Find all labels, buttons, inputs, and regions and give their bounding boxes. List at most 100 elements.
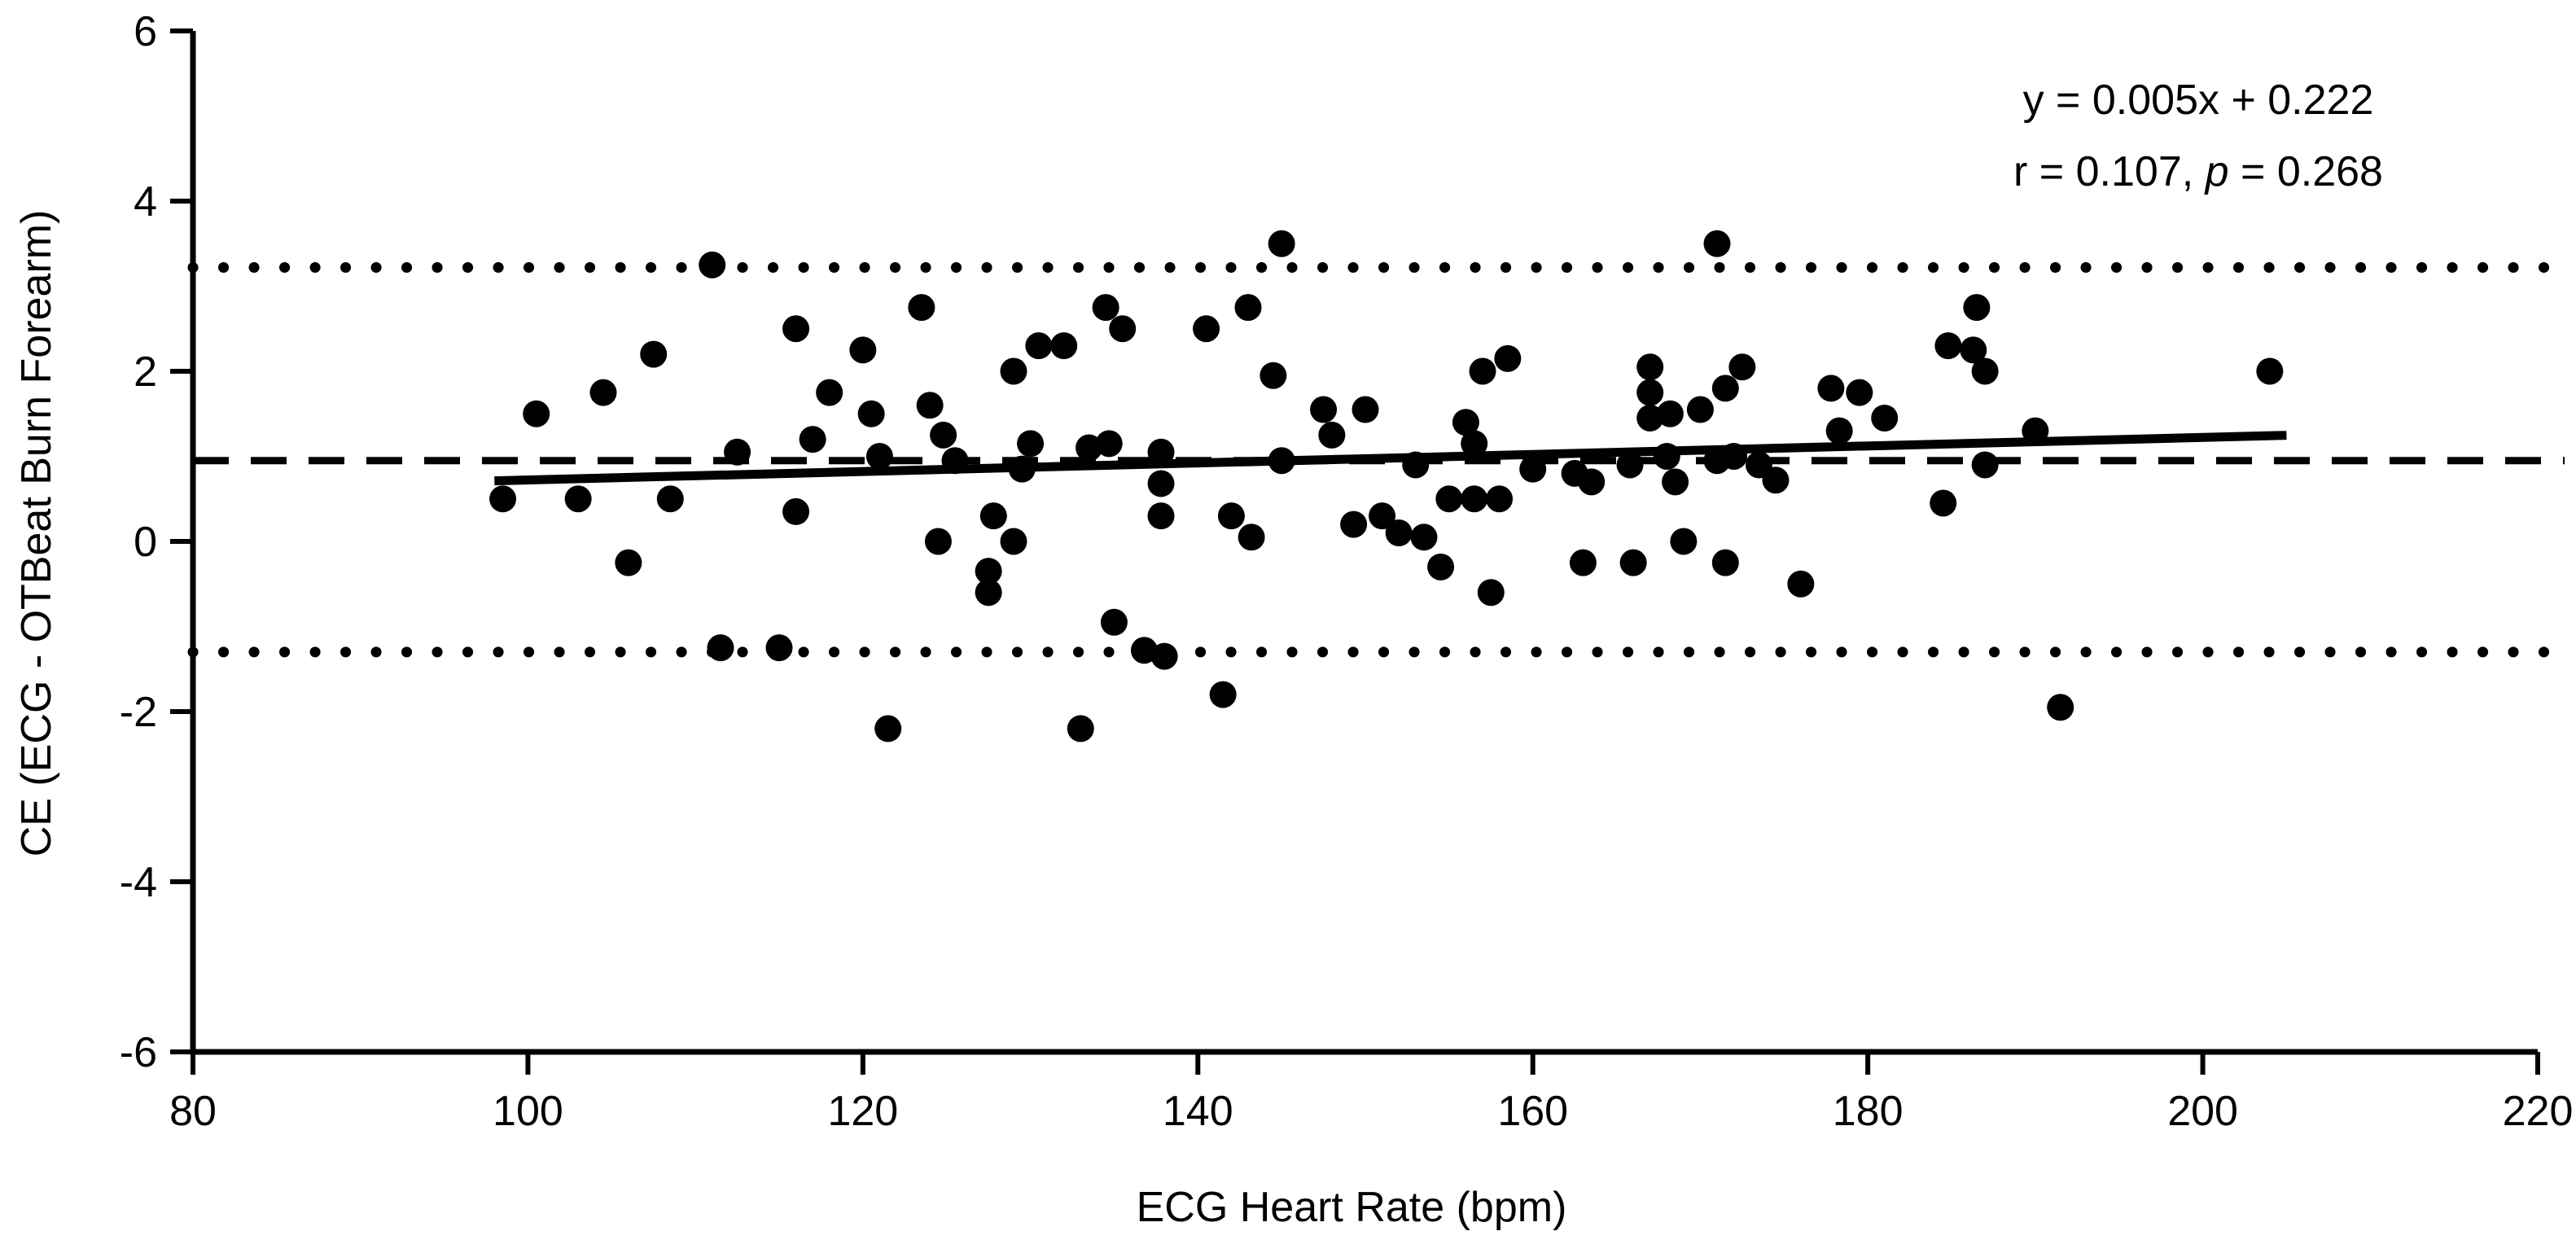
data-point (1971, 451, 1999, 479)
data-point (1000, 357, 1027, 385)
data-point (589, 379, 617, 406)
data-point (1260, 361, 1287, 389)
data-point (930, 421, 957, 449)
y-axis-ticks: -6 -4 -2 0 2 4 6 (120, 8, 193, 1076)
y-tick-label: 4 (134, 178, 157, 226)
x-tick-label: 100 (493, 1088, 563, 1135)
data-point (1728, 353, 1756, 381)
data-point (1653, 443, 1680, 470)
data-point (1963, 294, 1991, 322)
data-point (1569, 549, 1597, 576)
data-point (1067, 715, 1094, 743)
data-point (1711, 549, 1739, 576)
data-point (1402, 451, 1430, 479)
data-point (1435, 485, 1463, 513)
data-point (1662, 468, 1689, 496)
regression-equation-text: y = 0.005x + 0.222 (2023, 77, 2374, 124)
data-point (699, 251, 726, 278)
data-point (1960, 336, 1987, 364)
x-tick-label: 160 (1497, 1088, 1568, 1135)
data-point (1486, 485, 1514, 513)
y-axis-title: CE (ECG - OTBeat Burn Forearm) (13, 210, 60, 857)
y-tick-label: -6 (120, 1029, 157, 1076)
data-point (1100, 608, 1128, 636)
data-point (1008, 455, 1036, 483)
data-point (1619, 549, 1647, 576)
data-point (1934, 332, 1962, 360)
x-tick-label: 200 (2167, 1088, 2238, 1135)
data-point (1217, 502, 1245, 530)
data-point (1461, 485, 1488, 513)
data-point (874, 715, 902, 743)
data-point (1871, 404, 1899, 432)
data-point (1461, 430, 1488, 458)
data-point (1076, 434, 1103, 462)
x-tick-label: 140 (1163, 1088, 1233, 1135)
data-point (975, 579, 1002, 607)
x-axis-title: ECG Heart Rate (bpm) (1137, 1184, 1567, 1231)
data-point (1494, 344, 1522, 372)
data-point (1720, 443, 1748, 470)
data-point (979, 502, 1007, 530)
data-point (1762, 467, 1790, 494)
data-point (1310, 396, 1338, 423)
data-point (1616, 451, 1644, 479)
data-point (941, 447, 969, 475)
data-point (1385, 519, 1413, 547)
y-tick-label: 6 (134, 8, 157, 55)
data-point (1209, 681, 1237, 708)
data-point (615, 549, 642, 576)
data-point (1452, 409, 1479, 436)
data-point (1050, 332, 1078, 360)
x-axis-ticks: 80 100 120 140 160 180 200 220 (169, 1052, 2573, 1135)
y-tick-label: 0 (134, 519, 157, 566)
data-point (1369, 502, 1396, 530)
scatter-points (489, 230, 2284, 743)
data-point (489, 485, 517, 513)
data-point (1268, 230, 1295, 257)
data-point (1095, 430, 1123, 458)
data-point (1656, 400, 1684, 427)
data-point (1930, 489, 1957, 517)
data-point (640, 340, 668, 368)
data-point (1017, 430, 1045, 458)
data-point (916, 392, 944, 419)
data-point (1971, 357, 1999, 385)
trend-line (494, 431, 2287, 486)
x-tick-label: 120 (827, 1088, 898, 1135)
data-point (1636, 404, 1664, 432)
data-point (1318, 421, 1346, 449)
data-point (1636, 353, 1664, 381)
data-point (1025, 332, 1053, 360)
trend-line-group (494, 431, 2287, 486)
p-value-text: = 0.268 (2229, 148, 2383, 195)
data-point (1193, 315, 1220, 343)
data-point (656, 485, 684, 513)
data-point (816, 379, 843, 406)
p-symbol: p (2204, 148, 2229, 195)
data-point (1234, 294, 1262, 322)
data-point (799, 426, 826, 453)
data-point (924, 528, 952, 555)
data-point (1711, 375, 1739, 402)
data-point (857, 400, 885, 427)
data-point (1578, 468, 1606, 496)
data-point (1000, 528, 1027, 555)
data-point (707, 634, 734, 662)
data-point (1670, 528, 1698, 555)
data-point (1410, 524, 1438, 551)
x-tick-label: 80 (169, 1088, 217, 1135)
data-point (2256, 357, 2284, 385)
data-point (1787, 570, 1815, 598)
data-point (1469, 357, 1496, 385)
data-point (1268, 447, 1295, 475)
data-point (782, 497, 810, 525)
data-point (1703, 230, 1731, 257)
data-point (1477, 579, 1505, 607)
y-tick-label: 2 (134, 348, 157, 396)
data-point (1686, 396, 1714, 423)
x-tick-label: 180 (1833, 1088, 1904, 1135)
data-point (1519, 455, 1547, 483)
